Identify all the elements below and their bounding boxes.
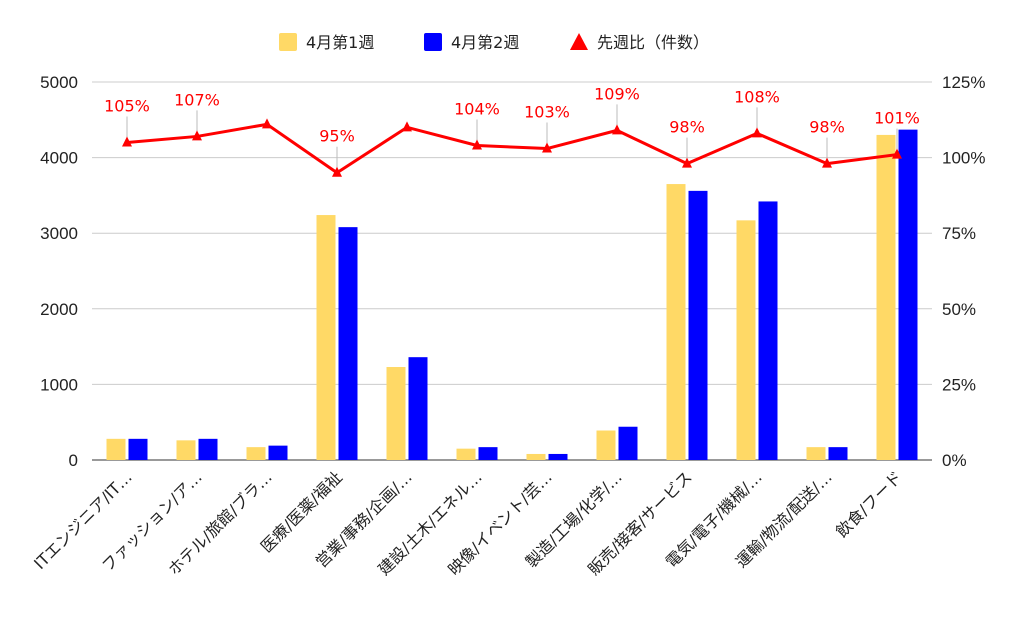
bar-week2 [198,438,218,460]
bar-week1 [806,447,826,460]
y-right-tick-label: 75% [942,224,976,243]
y-left-tick-label: 2000 [40,300,78,319]
y-right-tick-label: 125% [942,73,985,92]
triangle-marker [262,118,272,129]
bar-week1 [176,440,196,460]
ratio-data-label: 98% [809,118,845,137]
triangle-marker [612,124,622,135]
triangle-marker [192,130,202,141]
axes: 0 0% 1000 25% 2000 50% 3000 75% 4000 100% 5000 125% [40,73,985,470]
bar-week2 [548,453,568,460]
ratio-data-label: 98% [669,118,705,137]
bar-week1 [386,367,406,460]
legend-label: 4月第2週 [451,33,519,52]
bar-week1 [526,453,546,460]
ratio-data-label: 104% [454,100,500,119]
triangle-marker [682,157,692,168]
y-left-tick-label: 5000 [40,73,78,92]
triangle-marker [822,157,832,168]
y-left-tick-label: 4000 [40,149,78,168]
bar-week2 [478,447,498,460]
bar-week1 [106,438,126,460]
bar-week2 [268,445,288,460]
triangle-marker [542,142,552,153]
bar-week2 [758,201,778,460]
bar-week2 [338,227,358,460]
legend: 4月第1週 4月第2週 先週比（件数） [279,33,709,52]
bar-week1 [596,430,616,460]
legend-label: 先週比（件数） [597,33,709,52]
bar-week2 [898,129,918,461]
legend-swatch [570,33,588,50]
ratio-data-label: 103% [524,103,570,122]
ratio-data-label: 107% [174,90,220,109]
ratio-data-label: 95% [319,127,355,146]
legend-swatch [279,33,297,51]
gridlines [92,81,932,461]
y-right-tick-label: 100% [942,149,985,168]
bar-week1 [456,448,476,460]
bar-week2 [688,190,708,460]
legend-label: 4月第1週 [306,33,374,52]
bar-week1 [666,184,686,460]
bar-week1 [736,220,756,460]
y-left-tick-label: 1000 [40,375,78,394]
triangle-marker [332,166,342,177]
triangle-marker [472,139,482,150]
ratio-data-label: 101% [874,109,920,128]
category-label: 飲食/フード [832,467,906,541]
ratio-data-label: 109% [594,84,640,103]
triangle-marker [752,127,762,138]
legend-swatch [424,33,442,51]
bar-week1 [316,215,336,460]
y-right-tick-label: 0% [942,451,967,470]
y-left-tick-label: 0 [69,451,78,470]
ratio-data-label: 105% [104,96,150,115]
bar-week1 [246,447,266,460]
category-labels: ITエンジニア/IT…ファッション/ア…ホテル/旅館/ブラ…医療/医薬/福祉営業… [30,467,906,579]
line-series: 105% 107% 95% 104% 103% 109% 98% 108% 98% 101% [104,84,920,177]
ratio-line [126,122,898,175]
bar-week2 [828,447,848,460]
bar-week2 [408,357,428,460]
bar-week2 [128,438,148,460]
y-right-tick-label: 25% [942,375,976,394]
triangle-marker [402,121,412,132]
y-right-tick-label: 50% [942,300,976,319]
bar-week2 [618,426,638,460]
ratio-data-label: 108% [734,87,780,106]
bar-week1 [876,134,896,461]
y-left-tick-label: 3000 [40,224,78,243]
triangle-marker [122,136,132,147]
triangle-marker [892,148,902,159]
bar-series [106,129,918,461]
